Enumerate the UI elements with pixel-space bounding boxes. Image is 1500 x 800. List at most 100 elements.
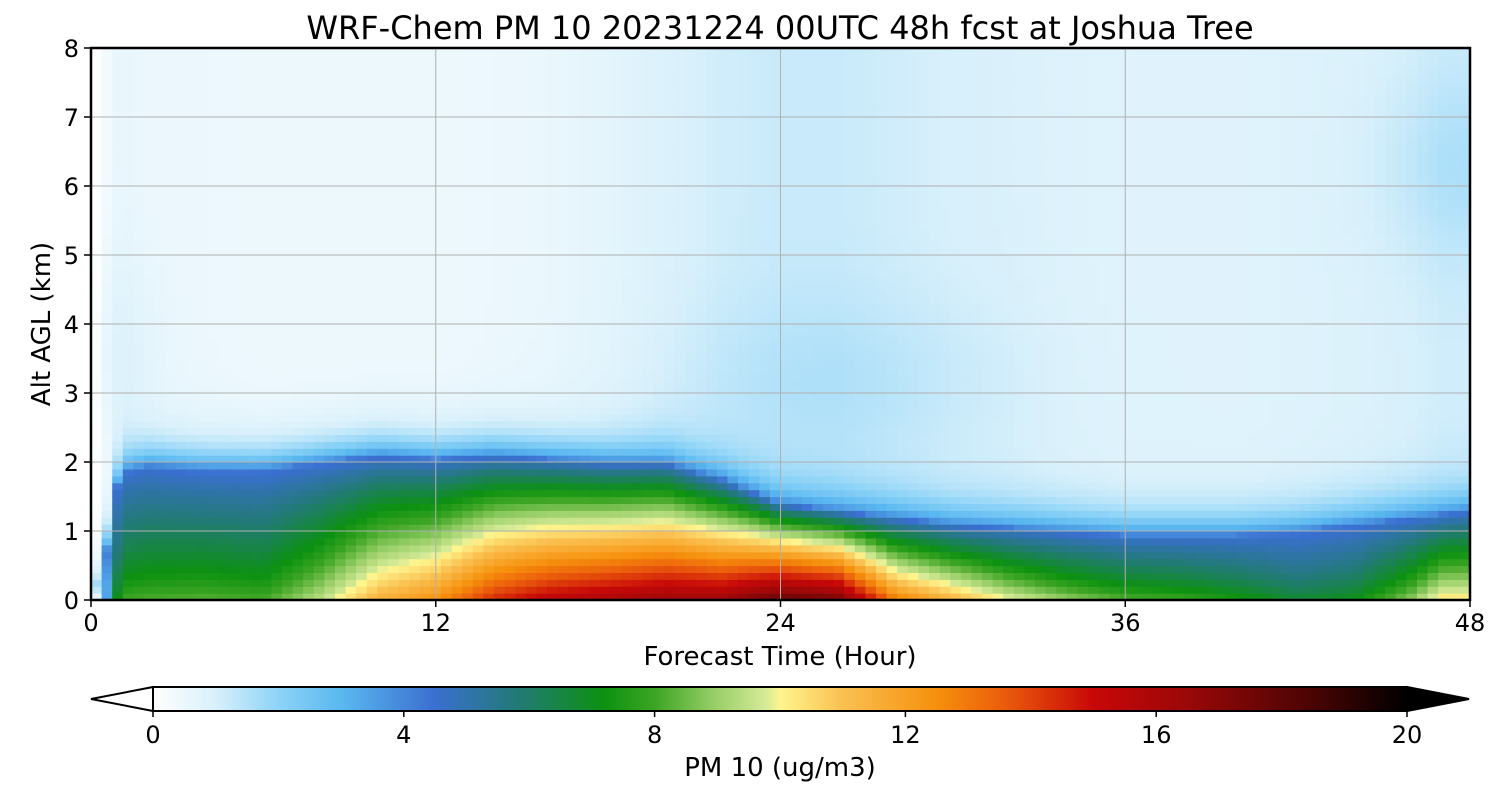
heatmap-cell — [133, 179, 145, 187]
heatmap-cell — [515, 144, 527, 153]
heatmap-cell — [600, 393, 612, 401]
heatmap-cell — [250, 586, 262, 594]
heatmap-cell — [653, 517, 665, 525]
heatmap-cell — [748, 420, 760, 429]
heatmap-cell — [695, 248, 707, 256]
heatmap-cell — [133, 586, 145, 594]
heatmap-cell — [197, 282, 209, 291]
heatmap-cell — [409, 565, 421, 573]
heatmap-cell — [600, 48, 612, 56]
heatmap-cell — [175, 441, 188, 449]
heatmap-cell — [621, 241, 633, 249]
heatmap-cell — [578, 510, 591, 518]
heatmap-cell — [483, 130, 495, 139]
heatmap-cell — [494, 448, 506, 456]
heatmap-cell — [292, 413, 304, 422]
heatmap-cell — [494, 137, 506, 146]
heatmap-cell — [451, 220, 463, 228]
heatmap-cell — [377, 137, 389, 146]
heatmap-cell — [748, 579, 760, 587]
heatmap-cell — [112, 275, 124, 284]
heatmap-cell — [472, 220, 485, 228]
heatmap-cell — [303, 399, 315, 408]
heatmap-cell — [250, 399, 262, 408]
heatmap-cell — [419, 468, 432, 477]
heatmap-cell — [324, 399, 336, 408]
heatmap-cell — [494, 482, 506, 491]
heatmap-cell — [228, 296, 241, 304]
heatmap-cell — [154, 117, 166, 125]
heatmap-cell — [345, 330, 357, 339]
heatmap-cell — [451, 448, 463, 456]
heatmap-cell — [663, 268, 676, 277]
heatmap-cell — [695, 572, 707, 580]
heatmap-cell — [642, 220, 654, 228]
heatmap-cell — [515, 303, 527, 311]
heatmap-cell — [388, 296, 400, 304]
heatmap-cell — [292, 579, 304, 587]
heatmap-cell — [313, 123, 325, 132]
heatmap-cell — [281, 234, 294, 242]
heatmap-cell — [324, 179, 336, 187]
heatmap-cell — [144, 537, 156, 546]
heatmap-cell — [228, 496, 241, 504]
heatmap-cell — [716, 537, 729, 546]
heatmap-cell — [281, 255, 294, 263]
heatmap-cell — [228, 558, 241, 567]
heatmap-cell — [228, 524, 241, 532]
heatmap-cell — [674, 303, 686, 311]
heatmap-cell — [218, 68, 230, 77]
heatmap-cell — [218, 275, 230, 284]
heatmap-cell — [600, 165, 612, 173]
heatmap-cell — [250, 406, 262, 415]
heatmap-cell — [112, 234, 124, 242]
heatmap-cell — [727, 130, 739, 139]
heatmap-cell — [186, 130, 198, 139]
heatmap-cell — [303, 324, 315, 332]
heatmap-cell — [685, 593, 697, 600]
heatmap-cell — [483, 89, 495, 97]
heatmap-cell — [695, 324, 707, 332]
heatmap-cell — [186, 137, 198, 146]
heatmap-cell — [706, 103, 718, 111]
heatmap-cell — [631, 303, 644, 311]
heatmap-cell — [610, 110, 622, 118]
heatmap-cell — [695, 296, 707, 304]
heatmap-cell — [356, 199, 368, 208]
heatmap-cell — [91, 524, 103, 532]
heatmap-cell — [451, 537, 463, 546]
heatmap-cell — [345, 517, 357, 525]
heatmap-cell — [292, 406, 304, 415]
heatmap-cell — [271, 579, 283, 587]
heatmap-cell — [419, 496, 432, 504]
heatmap-cell — [547, 337, 559, 346]
heatmap-cell — [653, 531, 665, 539]
heatmap-cell — [281, 54, 294, 63]
heatmap-cell — [738, 565, 750, 573]
heatmap-cell — [504, 75, 516, 84]
heatmap-cell — [653, 475, 665, 484]
heatmap-cell — [281, 199, 294, 208]
heatmap-cell — [727, 144, 739, 153]
heatmap-cell — [101, 54, 113, 63]
heatmap-cell — [504, 324, 516, 332]
heatmap-cell — [366, 241, 379, 249]
heatmap-cell — [388, 165, 400, 173]
heatmap-cell — [472, 379, 485, 387]
heatmap-cell — [547, 365, 559, 373]
heatmap-cell — [122, 468, 135, 477]
heatmap-cell — [186, 227, 198, 235]
heatmap-cell — [716, 289, 729, 297]
heatmap-cell — [653, 248, 665, 256]
heatmap-cell — [133, 455, 145, 463]
heatmap-cell — [398, 475, 410, 484]
heatmap-cell — [738, 296, 750, 304]
heatmap-cell — [706, 220, 718, 228]
heatmap-cell — [260, 399, 272, 408]
heatmap-cell — [366, 468, 379, 477]
heatmap-cell — [356, 399, 368, 408]
heatmap-cell — [324, 248, 336, 256]
heatmap-cell — [409, 192, 421, 201]
heatmap-cell — [334, 441, 347, 449]
heatmap-cell — [441, 192, 453, 201]
